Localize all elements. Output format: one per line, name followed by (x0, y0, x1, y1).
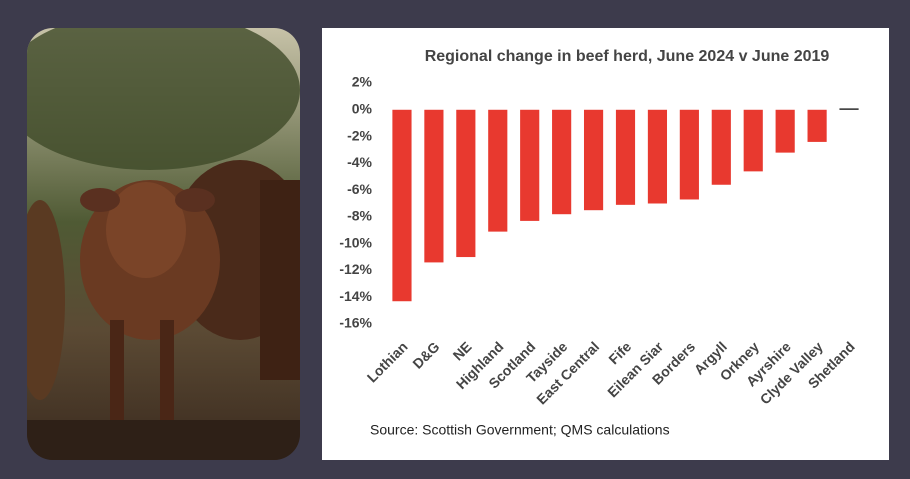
cattle-photo (27, 28, 300, 460)
bar (615, 109, 636, 205)
bar (392, 109, 412, 302)
chart-panel (322, 28, 889, 460)
chart-title: Regional change in beef herd, June 2024 … (425, 48, 830, 65)
y-tick-label: -14% (339, 288, 372, 304)
y-tick-label: -4% (347, 154, 372, 170)
bar (424, 109, 444, 263)
bar (775, 109, 795, 153)
bar (647, 109, 668, 204)
y-tick-label: -6% (347, 181, 372, 197)
y-tick-label: -12% (339, 261, 372, 277)
y-tick-label: -10% (339, 234, 372, 250)
bar (583, 109, 604, 211)
y-tick-label: 0% (352, 100, 373, 116)
bar (679, 109, 699, 200)
bar (743, 109, 763, 172)
y-tick-label: -2% (347, 127, 372, 143)
y-tick-label: -8% (347, 208, 372, 224)
y-tick-label: 2% (352, 74, 373, 90)
source-note: Source: Scottish Government; QMS calcula… (370, 422, 670, 438)
bar (807, 109, 827, 142)
bar (488, 109, 508, 232)
bar (552, 109, 572, 215)
bar (711, 109, 731, 185)
bar (839, 108, 859, 110)
bar (456, 109, 476, 258)
y-tick-label: -16% (339, 315, 372, 331)
bar (520, 109, 540, 221)
